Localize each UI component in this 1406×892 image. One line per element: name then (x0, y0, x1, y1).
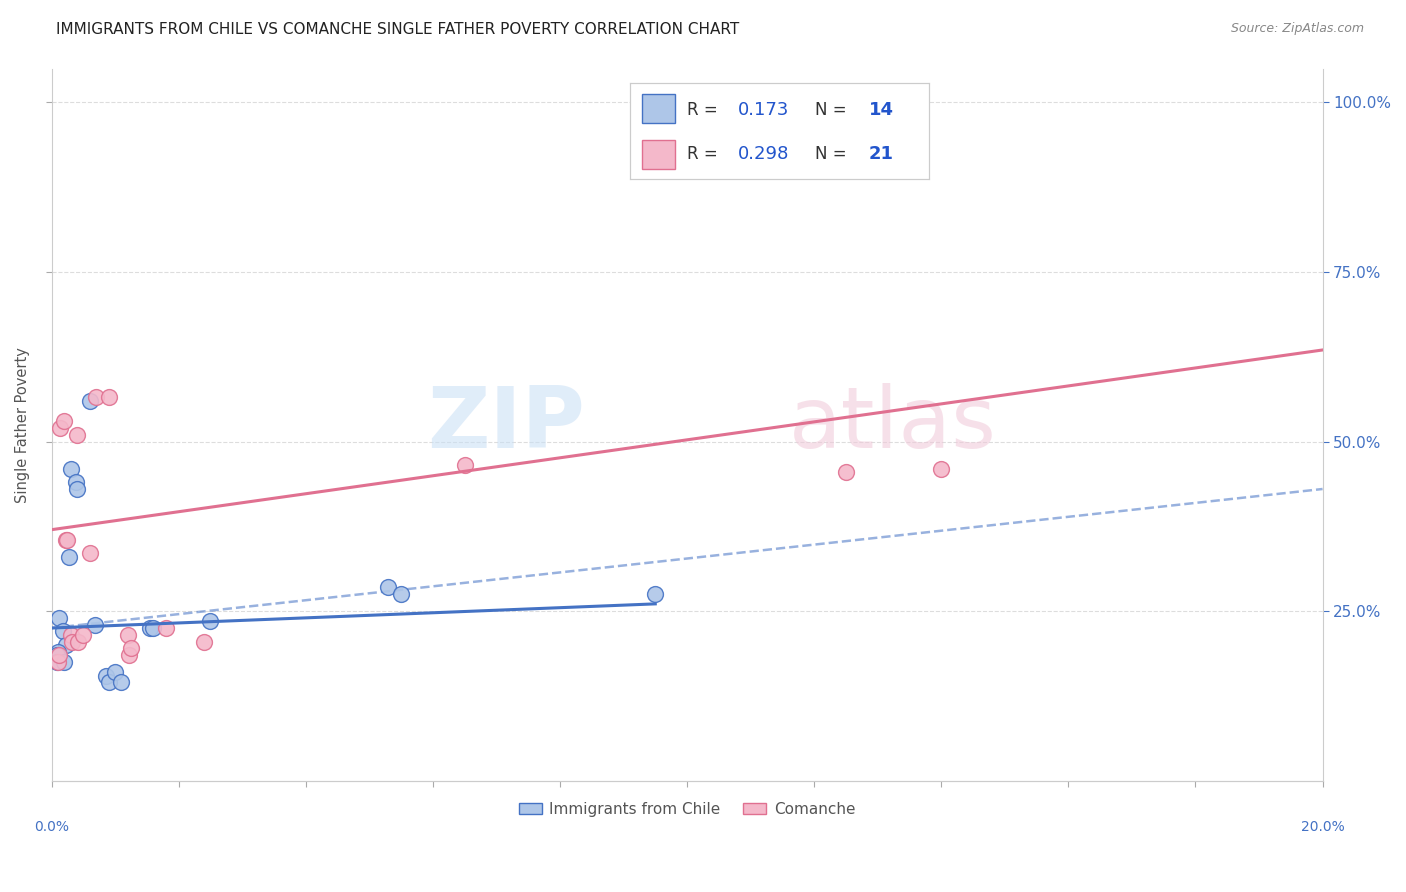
Point (117, 628, 139, 642)
Point (46, 655, 69, 669)
Text: Source: ZipAtlas.com: Source: ZipAtlas.com (1230, 22, 1364, 36)
Point (84, 391, 107, 405)
Point (49, 421, 72, 435)
Point (97, 675, 120, 690)
Point (66, 427, 89, 442)
Point (55, 638, 77, 652)
Point (118, 648, 141, 662)
Point (142, 621, 165, 635)
Y-axis label: Single Father Poverty: Single Father Poverty (15, 347, 30, 502)
Text: ZIP: ZIP (427, 383, 585, 467)
Point (67, 634, 90, 648)
Point (55, 533, 77, 547)
Text: 0.0%: 0.0% (34, 820, 69, 834)
Point (53, 414, 76, 428)
Point (644, 587, 666, 601)
Point (94, 668, 117, 682)
Point (45, 648, 67, 662)
Point (97, 391, 120, 405)
Point (59, 461, 82, 475)
Point (193, 634, 215, 648)
Point (46, 645, 69, 659)
Point (72, 628, 94, 642)
Point (59, 628, 82, 642)
Point (53, 655, 76, 669)
Point (48, 648, 70, 662)
Point (453, 458, 475, 473)
Point (52, 624, 75, 639)
Point (56, 533, 79, 547)
Point (200, 614, 222, 628)
Point (835, 465, 858, 479)
Text: 20.0%: 20.0% (1301, 820, 1344, 834)
Text: atlas: atlas (789, 383, 997, 467)
Point (389, 587, 412, 601)
Point (155, 621, 177, 635)
Point (929, 461, 952, 475)
Point (104, 665, 127, 679)
Point (58, 549, 80, 564)
Point (79, 546, 101, 560)
Point (120, 641, 142, 656)
Point (83, 617, 105, 632)
Point (79, 393, 101, 408)
Legend: Immigrants from Chile, Comanche: Immigrants from Chile, Comanche (513, 796, 862, 822)
Point (377, 580, 399, 594)
Point (139, 621, 162, 635)
Point (46, 655, 69, 669)
Point (66, 482, 89, 496)
Point (65, 475, 87, 490)
Point (48, 611, 70, 625)
Text: IMMIGRANTS FROM CHILE VS COMANCHE SINGLE FATHER POVERTY CORRELATION CHART: IMMIGRANTS FROM CHILE VS COMANCHE SINGLE… (56, 22, 740, 37)
Point (60, 634, 83, 648)
Point (727, 95, 749, 110)
Point (110, 675, 132, 690)
